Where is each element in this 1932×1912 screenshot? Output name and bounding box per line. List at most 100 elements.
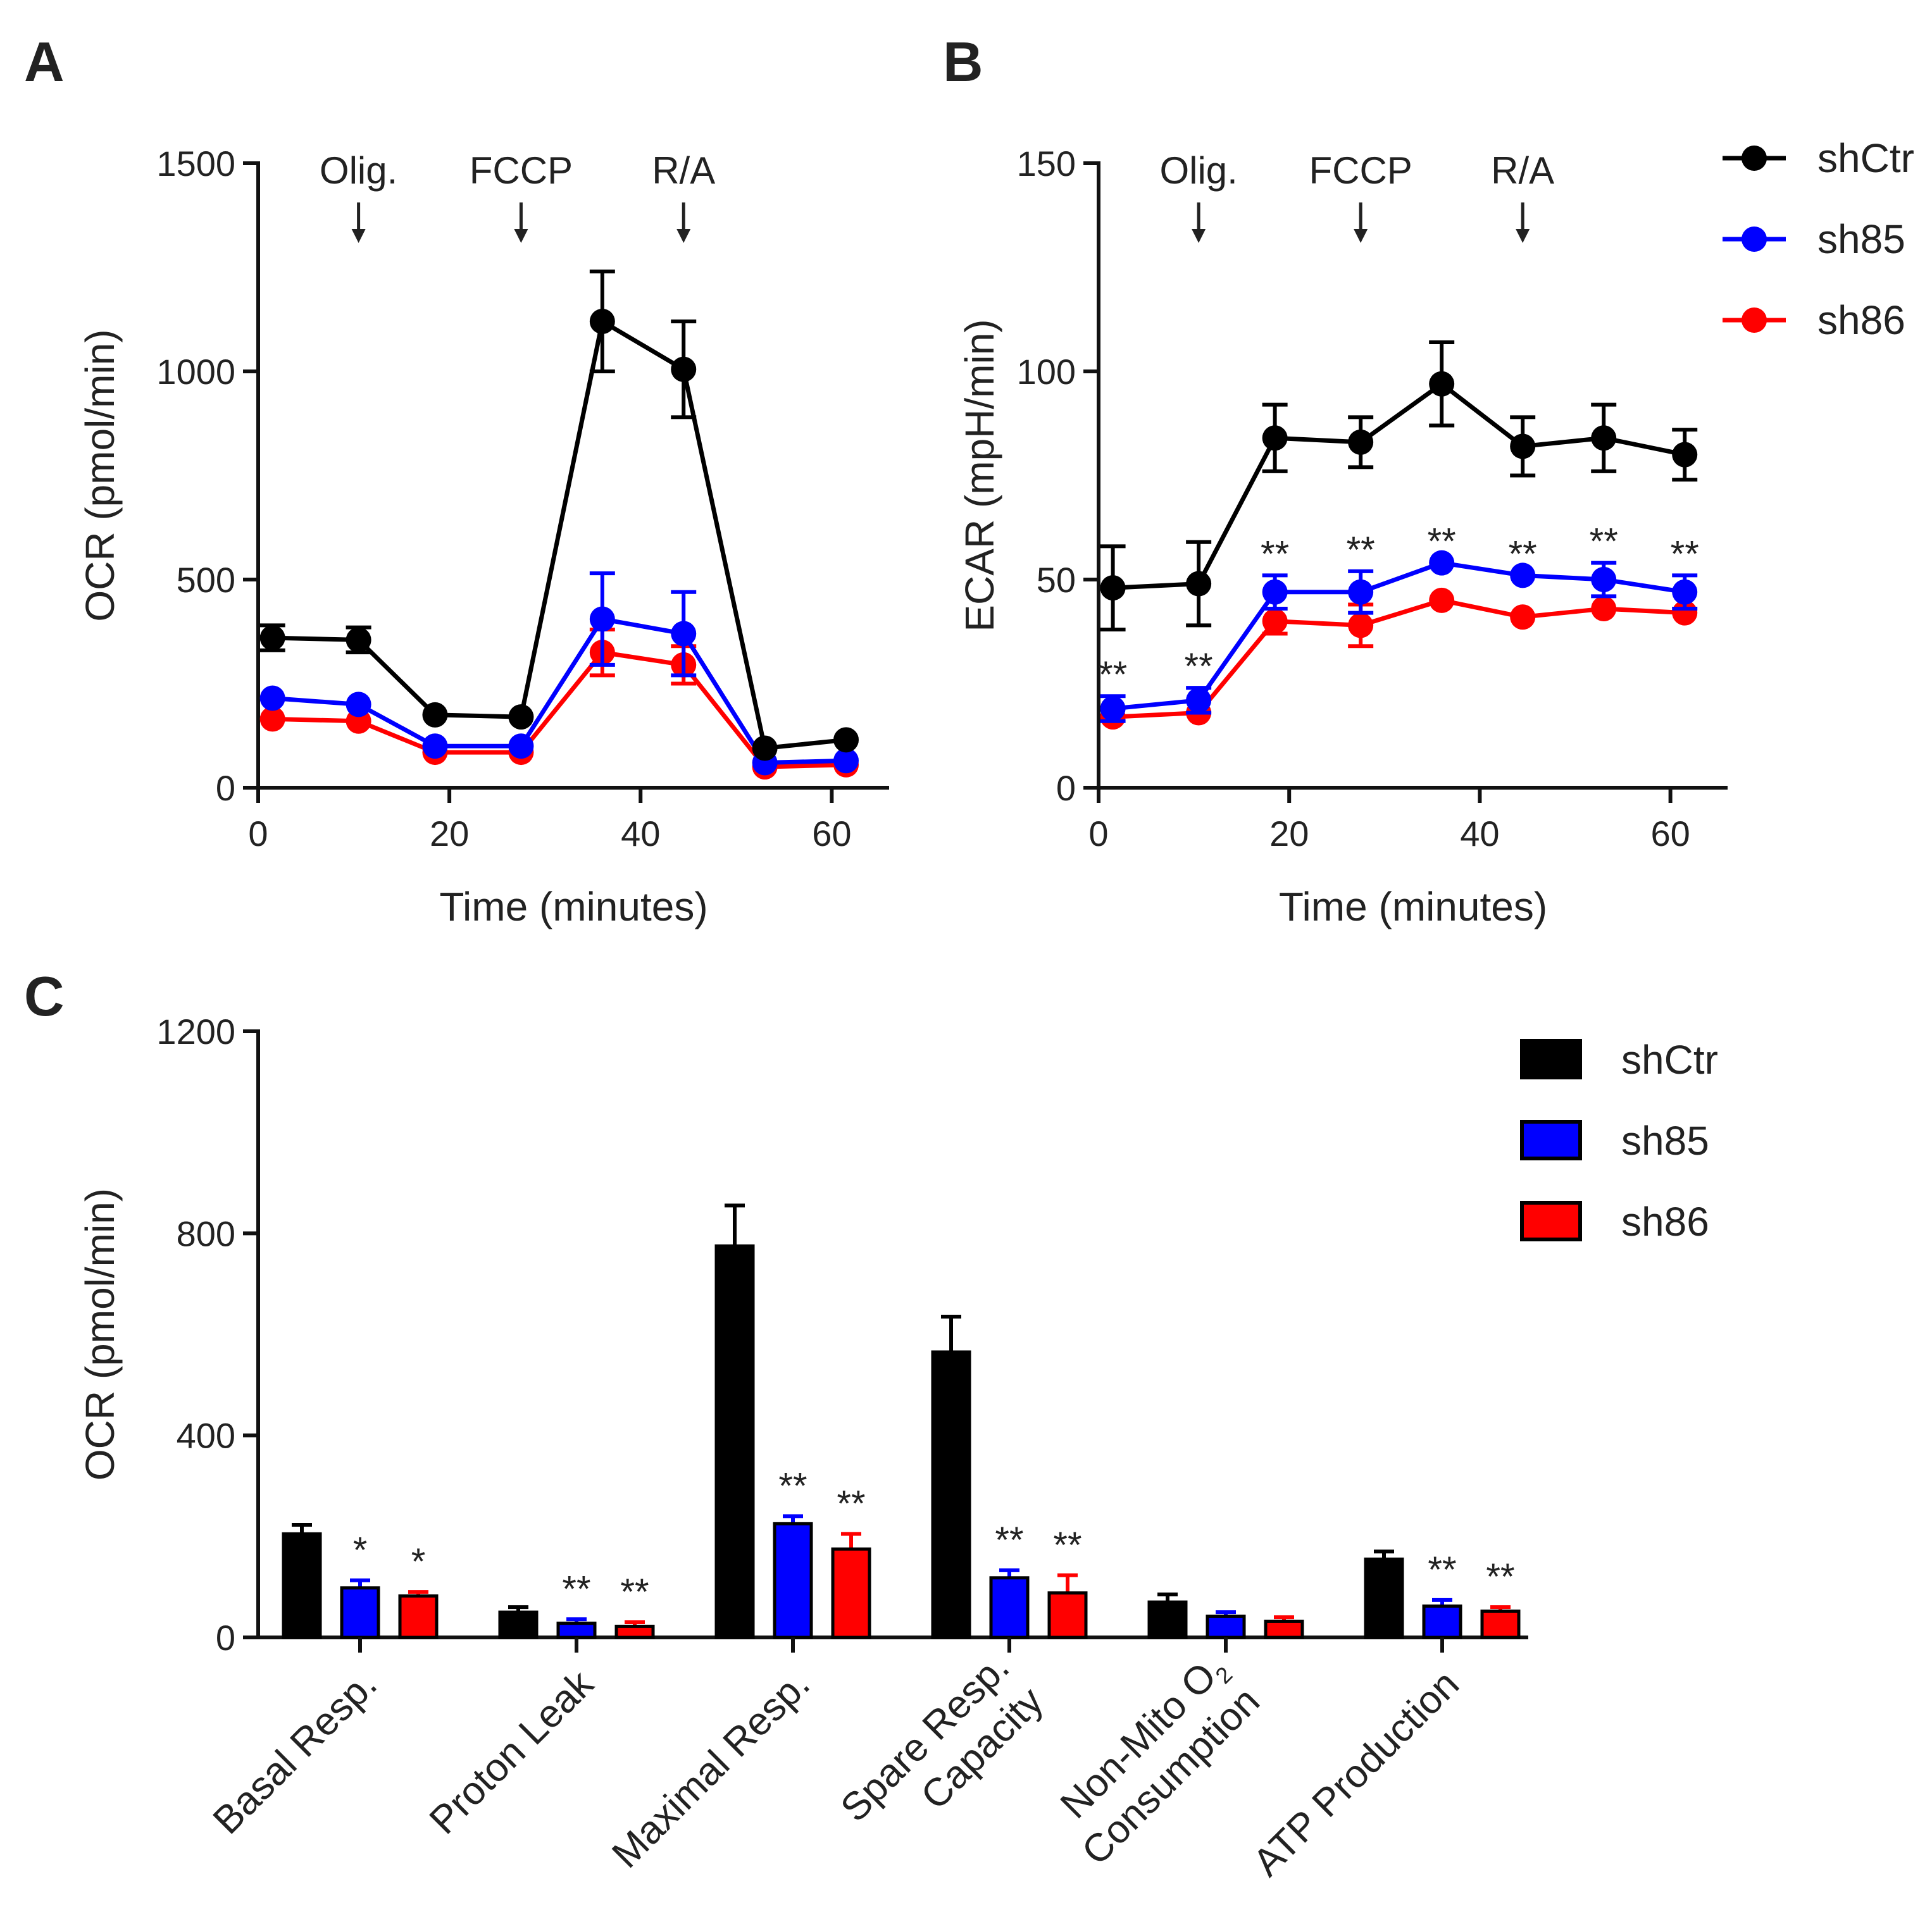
legend-swatch-sh85 bbox=[1520, 1120, 1582, 1160]
significance-marker: ** bbox=[1428, 1549, 1456, 1591]
legend-label-shctr: shCtr bbox=[1621, 1037, 1718, 1083]
injection-label-r-a: R/A bbox=[652, 149, 715, 192]
panel-c-legend: shCtr sh85 sh86 bbox=[1520, 1037, 1718, 1245]
x-tick-label: 20 bbox=[430, 814, 469, 854]
y-axis-title: OCR (pmol/min) bbox=[77, 329, 123, 621]
legend-marker-shctr bbox=[1742, 146, 1767, 171]
bar-sh86 bbox=[614, 1624, 655, 1639]
data-point-shctr bbox=[671, 356, 697, 382]
y-tick-label: 1000 bbox=[156, 352, 235, 392]
injection-arrow-down-icon bbox=[1516, 229, 1530, 243]
data-point-shctr bbox=[508, 704, 534, 730]
significance-marker: ** bbox=[1671, 533, 1699, 574]
bar-shctr bbox=[282, 1532, 322, 1639]
data-point-shctr bbox=[833, 727, 859, 753]
bar-shctr bbox=[1364, 1557, 1404, 1639]
bar-sh85 bbox=[1422, 1605, 1462, 1639]
data-point-sh86 bbox=[1429, 587, 1455, 613]
series-line-shctr bbox=[272, 319, 847, 750]
injection-arrow-down-icon bbox=[351, 229, 366, 243]
data-point-sh86 bbox=[1591, 596, 1617, 622]
x-tick-label: 60 bbox=[812, 814, 851, 854]
injection-arrow-down-icon bbox=[514, 229, 528, 243]
category-label-non-mito-o-consumption: Non-Mito O2 Consumption bbox=[1040, 1645, 1268, 1873]
data-point-shctr bbox=[1510, 433, 1536, 459]
y-axis-title: OCR (pmol/min) bbox=[77, 1188, 123, 1481]
injection-label-fccp: FCCP bbox=[470, 149, 573, 192]
series-line-sh85 bbox=[272, 617, 847, 766]
data-point-shctr bbox=[259, 625, 285, 651]
bar-shctr bbox=[714, 1244, 755, 1639]
data-point-shctr bbox=[1591, 425, 1617, 451]
data-point-sh86 bbox=[1262, 608, 1288, 634]
significance-marker: ** bbox=[837, 1483, 865, 1524]
x-axis-title: Time (minutes) bbox=[439, 884, 707, 929]
data-point-shctr bbox=[422, 702, 448, 728]
legend-label-sh85: sh85 bbox=[1621, 1118, 1709, 1164]
data-point-shctr bbox=[1429, 371, 1455, 397]
data-point-sh85 bbox=[1429, 550, 1455, 576]
data-point-sh85 bbox=[1591, 567, 1617, 592]
category-label-line: Maximal Resp. bbox=[604, 1662, 818, 1877]
data-point-sh86 bbox=[1510, 604, 1536, 630]
y-tick-label: 0 bbox=[216, 1618, 235, 1658]
data-point-shctr bbox=[1186, 571, 1212, 597]
bar-sh86 bbox=[398, 1594, 439, 1639]
data-point-sh85 bbox=[1510, 562, 1536, 588]
data-point-sh85 bbox=[346, 692, 371, 717]
bar-shctr bbox=[498, 1610, 539, 1639]
significance-marker: ** bbox=[1347, 530, 1375, 571]
x-tick-label: 40 bbox=[621, 814, 660, 854]
significance-marker: ** bbox=[1590, 521, 1618, 562]
panel-label-a: A bbox=[24, 30, 65, 93]
category-label-line: ATP Production bbox=[1245, 1662, 1468, 1885]
significance-marker: ** bbox=[778, 1465, 807, 1506]
data-point-sh85 bbox=[259, 685, 285, 711]
data-point-sh85 bbox=[1348, 579, 1374, 605]
x-tick-label: 40 bbox=[1460, 814, 1499, 854]
series-line-sh86 bbox=[1112, 598, 1685, 719]
injection-label-r-a: R/A bbox=[1491, 149, 1554, 192]
bar-shctr bbox=[1147, 1600, 1188, 1639]
injection-label-fccp: FCCP bbox=[1309, 149, 1412, 192]
significance-marker: ** bbox=[995, 1520, 1023, 1561]
legend-swatch-shctr bbox=[1520, 1039, 1582, 1079]
category-label-basal-resp: Basal Resp. bbox=[205, 1662, 385, 1842]
injection-arrow-down-icon bbox=[1354, 229, 1368, 243]
category-label-proton-leak: Proton Leak bbox=[421, 1661, 602, 1842]
data-point-sh85 bbox=[671, 621, 697, 647]
significance-marker: ** bbox=[1428, 521, 1456, 562]
y-tick-label: 0 bbox=[1056, 768, 1076, 808]
series-line-sh86 bbox=[272, 650, 847, 769]
legend-label-sh85: sh85 bbox=[1817, 216, 1905, 262]
data-point-shctr bbox=[1100, 575, 1126, 601]
y-tick-label: 1200 bbox=[156, 1012, 235, 1052]
data-point-sh86 bbox=[259, 706, 285, 732]
x-axis-title: Time (minutes) bbox=[1279, 884, 1547, 929]
bar-sh86 bbox=[1480, 1609, 1521, 1639]
significance-marker: ** bbox=[1185, 646, 1213, 687]
panel-a-ocr-timecourse: A 0 500 1000 1500 0 20 40 60 Time (minutes) OCR (p… bbox=[24, 30, 889, 929]
x-tick-label: 60 bbox=[1650, 814, 1690, 854]
bar-shctr bbox=[931, 1350, 971, 1639]
legend-label-sh86: sh86 bbox=[1621, 1199, 1709, 1245]
significance-marker: ** bbox=[1261, 533, 1289, 574]
panel-b-ecar-timecourse: B 0 50 100 150 0 20 40 60 Time (minutes) ECAR (mpH… bbox=[943, 30, 1728, 929]
y-tick-label: 150 bbox=[1017, 144, 1076, 183]
category-label-line: Basal Resp. bbox=[205, 1662, 385, 1842]
x-tick-label: 20 bbox=[1269, 814, 1309, 854]
data-point-sh86 bbox=[1348, 612, 1374, 638]
category-label-spare-resp-capacity: Spare Resp.Capacity bbox=[833, 1645, 1052, 1864]
data-point-sh86 bbox=[1672, 600, 1698, 626]
panel-label-b: B bbox=[943, 30, 983, 93]
y-tick-label: 800 bbox=[177, 1214, 235, 1253]
panel-label-c: C bbox=[24, 965, 65, 1027]
significance-marker: * bbox=[411, 1541, 426, 1582]
data-point-shctr bbox=[1262, 425, 1288, 451]
bar-sh85 bbox=[989, 1576, 1030, 1639]
significance-marker: ** bbox=[620, 1572, 649, 1613]
data-point-shctr bbox=[1672, 442, 1698, 468]
injection-arrow-down-icon bbox=[676, 229, 691, 243]
data-point-sh85 bbox=[589, 606, 615, 632]
